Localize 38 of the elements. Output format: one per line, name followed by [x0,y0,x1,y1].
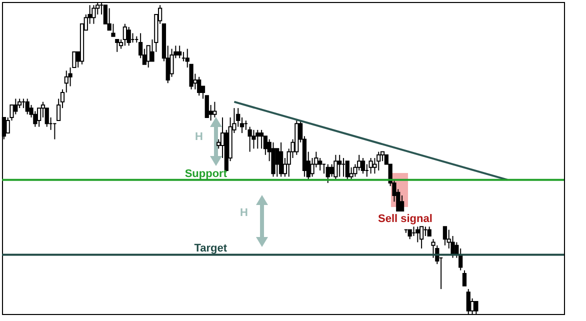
candlestick [419,226,424,249]
ref-line-label: Target [194,242,228,255]
candlestick [338,154,342,178]
candlestick [400,194,404,212]
candlestick [330,164,334,178]
candlestick [442,226,448,246]
annotation: H [240,207,248,219]
candlestick [252,129,256,150]
candlestick [416,226,420,243]
candlestick [197,76,202,96]
candlestick [345,160,350,180]
candlestick [474,301,478,314]
candlestick [126,26,131,46]
candlestick [427,226,432,236]
candlestick [318,158,322,171]
candlestick [334,154,338,180]
annotation: Sell signal [378,213,432,225]
candlestick [462,270,467,286]
candlestick [178,45,182,59]
candlestick [212,101,217,118]
candlestick [466,288,470,314]
candlestick [376,151,381,171]
candlestick [92,4,96,24]
candlestick [256,129,260,150]
candlestick [14,98,18,115]
candlestick [115,38,120,52]
candlestick [368,158,373,174]
candlestick [111,23,116,37]
candlestick [259,129,264,150]
candlestick [122,23,127,46]
candlestick [278,142,284,178]
annotation: H [195,131,203,143]
candlestick [408,229,412,240]
candlestick [25,98,30,115]
ref-line-label: Support [184,168,228,180]
candlestick [204,95,209,118]
candlestick [360,158,366,174]
candlestick [107,8,112,31]
